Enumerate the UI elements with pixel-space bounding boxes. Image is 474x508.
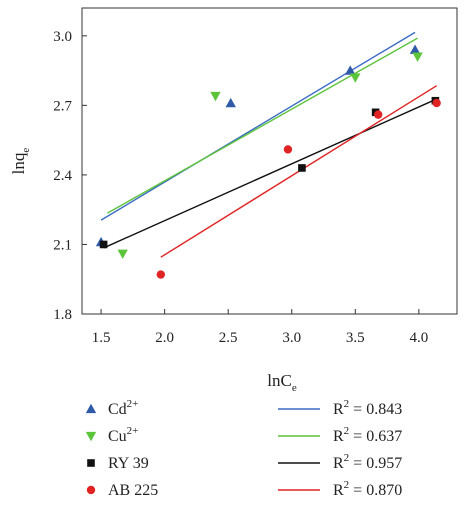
r2-value: = 0.843 [349,401,402,418]
legend-label-cd: Cd2+ [108,398,138,418]
data-point-cu [117,249,128,259]
r2-symbol: R [333,428,344,445]
data-point-cu [350,73,361,83]
plot-frame [81,7,458,315]
legend-r2-ab-225: R2 = 0.870 [333,479,402,499]
y-tick-label: 3.0 [53,29,72,45]
r2-superscript: 2 [344,398,350,410]
r2-symbol: R [333,482,344,499]
r2-value: = 0.957 [349,455,402,472]
x-tick-label: 2.5 [219,330,238,346]
data-markers [95,44,441,279]
legend-label-text: RY 39 [108,455,149,472]
fit-lines [100,31,438,258]
x-tick-label: 4.0 [409,330,428,346]
x-axis-label-sub: e [292,382,297,394]
y-tick-label: 2.4 [53,168,72,184]
data-point-cd [225,97,236,108]
x-tick-label: 3.5 [346,330,365,346]
r2-value: = 0.870 [349,482,402,499]
y-tick-label: 1.8 [53,307,72,323]
axes: 1.5 2.0 2.5 3.0 3.5 4.0 1.8 2.1 2.4 2.7 3.0 [53,29,428,346]
legend-marker-ab-225 [86,485,96,495]
y-axis-label-main: lnq [9,152,28,174]
legend-label-ab-225: AB 225 [108,482,158,499]
legend-r2-ry-39: R2 = 0.957 [333,452,402,472]
data-point-ry-39 [298,164,306,172]
x-tick-label: 1.5 [92,330,111,346]
r2-superscript: 2 [344,479,350,491]
data-point-cu [412,52,423,62]
legend-r2-cu: R2 = 0.637 [333,425,402,445]
legend-label-text: Cu [108,428,127,445]
legend-label-ry-39: RY 39 [108,455,149,472]
x-axis-label-main: lnC [267,371,292,390]
r2-superscript: 2 [344,452,350,464]
fit-line-ry-39 [103,98,436,249]
x-tick-label: 3.0 [282,330,301,346]
y-tick-label: 2.1 [53,237,72,253]
legend-label-cu: Cu2+ [108,425,138,445]
x-tick-label: 2.0 [155,330,174,346]
r2-symbol: R [333,455,344,472]
r2-symbol: R [333,401,344,418]
legend-marker-cu [85,431,97,442]
data-point-ab-225 [432,98,441,108]
data-point-cd [409,44,421,54]
legend-label-text: Cd [108,401,127,418]
data-point-cd [345,65,356,75]
data-point-ab-225 [373,110,383,119]
data-point-ab-225 [156,270,166,279]
y-tick-label: 2.7 [53,98,72,114]
plot-area [81,7,458,315]
x-axis-label: lnCe [267,371,297,394]
legend-r2-cd: R2 = 0.843 [333,398,402,418]
r2-superscript: 2 [344,425,350,437]
data-point-ab-225 [283,145,293,154]
legend-label-charge: 2+ [127,425,139,437]
data-point-ry-39 [99,240,108,249]
r2-value: = 0.637 [349,428,402,445]
y-axis-label: lnqe [9,148,32,175]
y-axis-label-sub: e [20,148,32,153]
legend-marker-cd [85,403,97,414]
legend-marker-ry-39 [87,459,95,467]
data-point-cu [210,91,221,102]
fit-line-cd [100,31,416,221]
legend-label-text: AB 225 [108,482,158,499]
fit-line-cu [107,37,418,214]
legend-label-charge: 2+ [127,398,139,410]
